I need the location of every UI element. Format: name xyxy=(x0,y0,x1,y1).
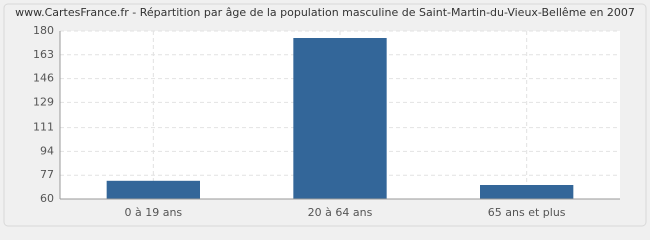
y-tick-label: 94 xyxy=(40,144,54,157)
chart-title: www.CartesFrance.fr - Répartition par âg… xyxy=(15,6,635,19)
y-tick-label: 60 xyxy=(40,192,54,205)
chart: www.CartesFrance.fr - Répartition par âg… xyxy=(3,3,647,227)
y-tick-label: 77 xyxy=(40,168,54,181)
y-tick-label: 129 xyxy=(33,95,54,108)
bar xyxy=(480,185,574,199)
x-tick-label: 65 ans et plus xyxy=(488,206,566,219)
y-tick-label: 180 xyxy=(33,24,54,37)
x-tick-label: 20 à 64 ans xyxy=(308,206,373,219)
bar xyxy=(293,38,387,199)
x-tick-label: 0 à 19 ans xyxy=(124,206,182,219)
y-tick-label: 163 xyxy=(33,48,54,61)
y-tick-label: 111 xyxy=(33,121,54,134)
bar xyxy=(106,180,200,199)
y-tick-label: 146 xyxy=(33,72,54,85)
